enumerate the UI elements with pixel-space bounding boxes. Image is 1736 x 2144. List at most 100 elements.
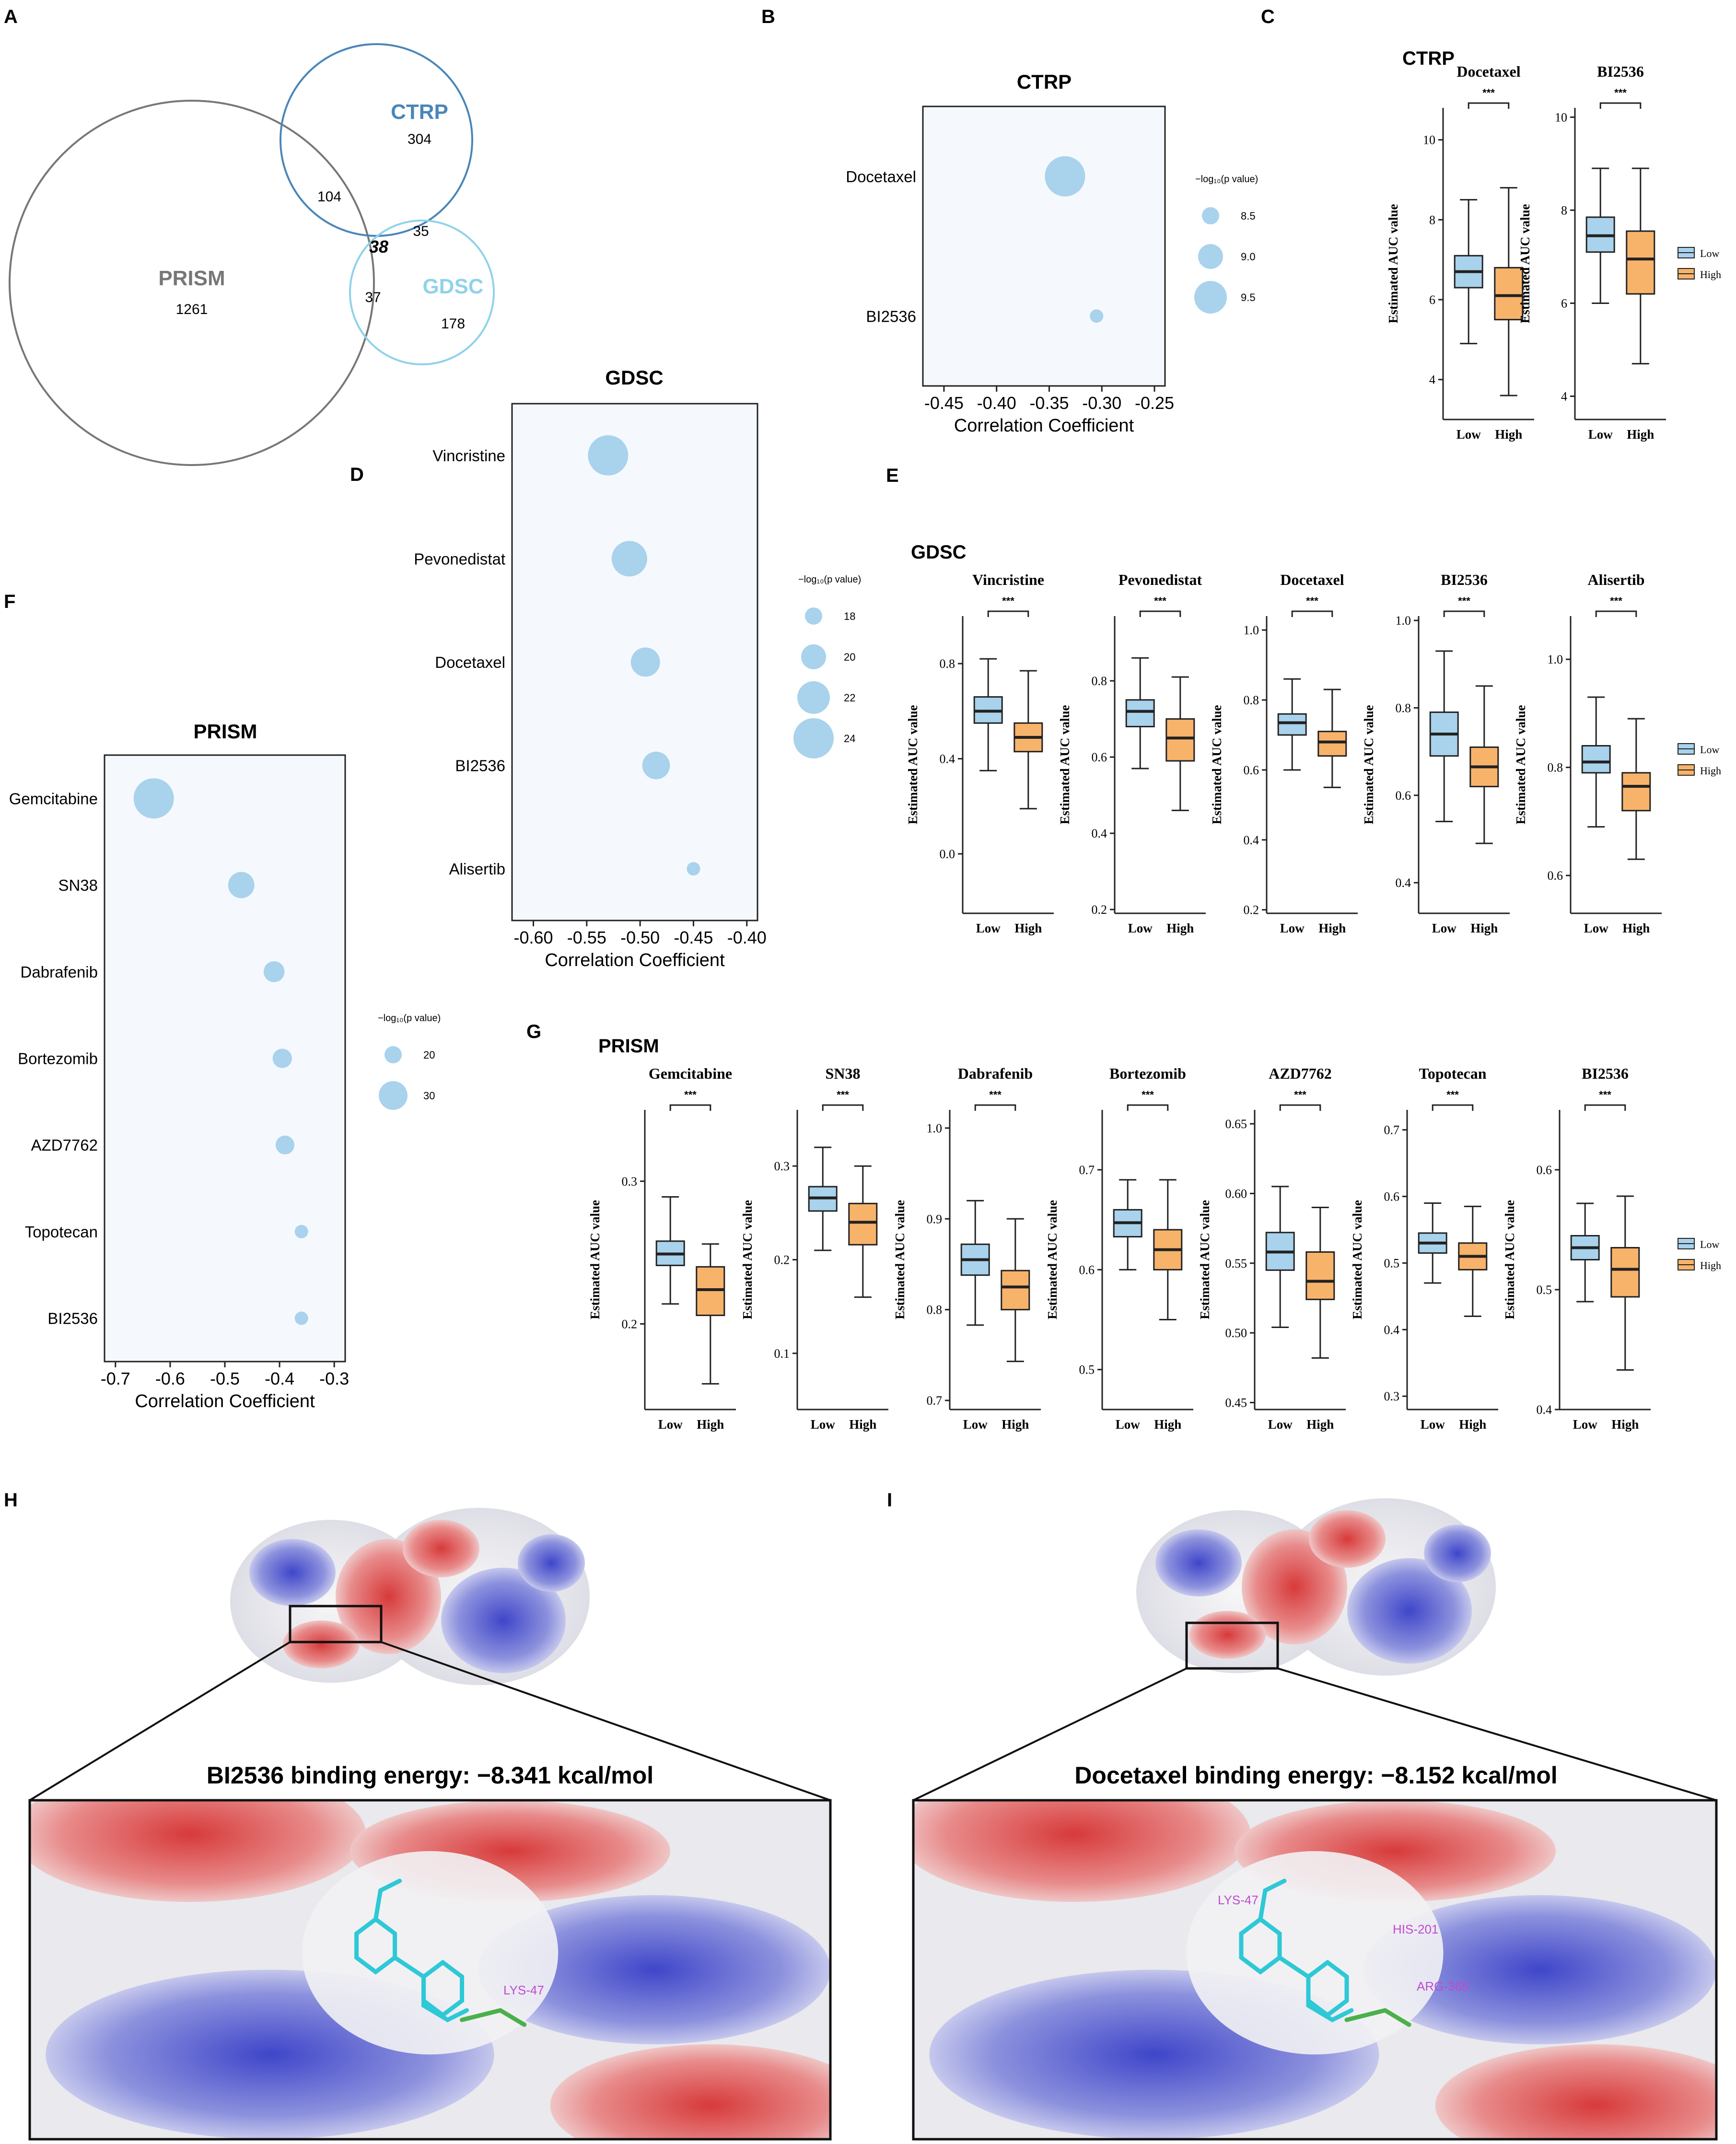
bubble-point (642, 751, 670, 780)
significance-bracket (669, 1104, 711, 1111)
legend-size-label: 20 (423, 1049, 435, 1061)
legend-label: High (1700, 268, 1721, 280)
bubble-point (133, 778, 174, 819)
y-tick-label: Bortezomib (18, 1050, 98, 1068)
legend-label: Low (1700, 744, 1719, 756)
y-tick-label: 0.7 (1079, 1163, 1095, 1177)
bubble-point (294, 1311, 308, 1325)
venn-overlap-prism-gdsc: 37 (365, 290, 381, 305)
y-tick-label: 6 (1561, 296, 1567, 310)
y-tick-label: 0.6 (1537, 1163, 1552, 1177)
x-tick-label: Low (1588, 427, 1613, 442)
significance-bracket (1291, 610, 1333, 617)
drug-title: Docetaxel (1280, 571, 1344, 588)
box-panel-alisertib: Alisertib 0.6 0.8 1.0 Estimated AUC value Low… (1514, 571, 1662, 935)
x-tick-label: -0.6 (155, 1369, 185, 1388)
y-tick-label: 1.0 (1244, 623, 1259, 637)
docking-inset: LYS-47 HIS-201 ARG-365 (912, 1799, 1718, 2141)
box-group-title: GDSC (911, 542, 967, 563)
y-axis-label: Estimated AUC value (1503, 1200, 1517, 1319)
bubble-title: PRISM (193, 720, 257, 743)
inset-negative-patch (30, 1800, 366, 1902)
x-tick-label: High (1166, 921, 1194, 935)
x-tick-label: Low (1268, 1417, 1293, 1432)
inset-surface: LYS-47 HIS-201 ARG-365 (913, 1800, 1716, 2139)
binding-energy-title: BI2536 binding energy: −8.341 kcal/mol (207, 1762, 653, 1789)
zoom-line (381, 1641, 831, 1801)
box-group-g: G PRISM Gemcitabine 0.2 0.3 Estimated AUC val… (526, 1021, 1721, 1432)
drug-title: Bortezomib (1109, 1065, 1186, 1082)
significance-stars: *** (1294, 1089, 1306, 1101)
binding-pocket (1186, 1851, 1444, 2055)
inset-frame (912, 1799, 1718, 2141)
inset-frame (28, 1799, 832, 2141)
x-tick-label: High (1470, 921, 1498, 935)
venn-circle-ctrp (280, 43, 473, 237)
x-tick-label: -0.35 (1029, 393, 1069, 413)
y-axis-label: Estimated AUC value (1210, 705, 1224, 824)
significance-bracket (987, 610, 1029, 617)
venn-overlap-prism-ctrp: 104 (317, 189, 341, 205)
box-panel-bortezomib: Bortezomib 0.5 0.6 0.7 Estimated AUC value Lo… (1045, 1065, 1193, 1432)
x-tick-label: High (1306, 1417, 1334, 1432)
drug-title: Docetaxel (1456, 63, 1520, 80)
inset-negative-patch (913, 1800, 1251, 1902)
x-tick-label: High (849, 1417, 876, 1432)
drug-title: Topotecan (1419, 1065, 1486, 1082)
y-tick-label: 8 (1429, 213, 1435, 227)
bubble-title: GDSC (605, 366, 663, 389)
residue-sidechain (460, 2008, 527, 2027)
venn-count-ctrp: 304 (408, 131, 431, 147)
bubble-point (228, 872, 255, 898)
y-tick-label: 0.4 (1244, 833, 1259, 847)
legend-bubble (384, 1046, 402, 1063)
x-tick-label: -0.45 (674, 928, 713, 947)
box-group-title: CTRP (1402, 48, 1455, 69)
box-high (1610, 1247, 1640, 1298)
y-tick-label: 0.9 (927, 1212, 943, 1226)
significance-stars: *** (1610, 595, 1622, 607)
y-tick-label: 0.2 (622, 1317, 638, 1331)
legend-size-label: 8.5 (1241, 210, 1256, 222)
box-panel-vincristine: Vincristine 0.0 0.4 0.8 Estimated AUC value L… (906, 571, 1054, 935)
significance-bracket (1127, 1104, 1169, 1111)
legend-title: −log₁₀(p value) (798, 574, 861, 585)
y-tick-label: 0.6 (1548, 869, 1563, 883)
y-tick-label: 8 (1561, 203, 1567, 217)
y-axis-label: Estimated AUC value (1518, 204, 1532, 323)
legend-label: Low (1700, 247, 1719, 259)
legend-bubble (793, 718, 834, 758)
venn-circle-prism (9, 100, 375, 466)
y-tick-label: 0.2 (1244, 903, 1259, 917)
x-axis-label: Correlation Coefficient (545, 950, 725, 970)
significance-bracket (1599, 102, 1642, 109)
y-tick-label: 0.60 (1225, 1187, 1247, 1200)
protein-surface (1136, 1498, 1496, 1676)
box-group-e: E GDSC Vincristine 0.0 0.4 0.8 Estimated AUC v… (886, 465, 1721, 935)
y-tick-label: 10 (1423, 133, 1435, 147)
drug-title: BI2536 (1582, 1065, 1629, 1082)
x-tick-label: High (1154, 1417, 1181, 1432)
legend-bubble (1202, 207, 1219, 224)
significance-bracket (1443, 610, 1485, 617)
ligand-sticks (354, 1878, 527, 2027)
drug-title: AZD7762 (1269, 1065, 1332, 1082)
binding-pocket (302, 1851, 559, 2055)
x-tick-label: Low (1573, 1417, 1598, 1432)
significance-stars: *** (1002, 595, 1014, 607)
zoom-line (29, 1641, 291, 1801)
venn-overlap-all: 38 (369, 237, 388, 256)
panel-label-e: E (886, 465, 899, 486)
significance-stars: *** (1446, 1089, 1459, 1101)
legend-bubble (1194, 281, 1227, 314)
y-tick-label: BI2536 (455, 757, 505, 775)
ligand-chain (393, 1955, 469, 2023)
significance-stars: *** (1614, 87, 1627, 99)
x-tick-label: Low (811, 1417, 836, 1432)
y-tick-label: BI2536 (47, 1310, 98, 1328)
y-tick-label: 0.5 (1384, 1256, 1400, 1270)
x-tick-label: Low (1584, 921, 1609, 935)
venn-count-gdsc: 178 (441, 316, 465, 332)
significance-bracket (1584, 1104, 1626, 1111)
